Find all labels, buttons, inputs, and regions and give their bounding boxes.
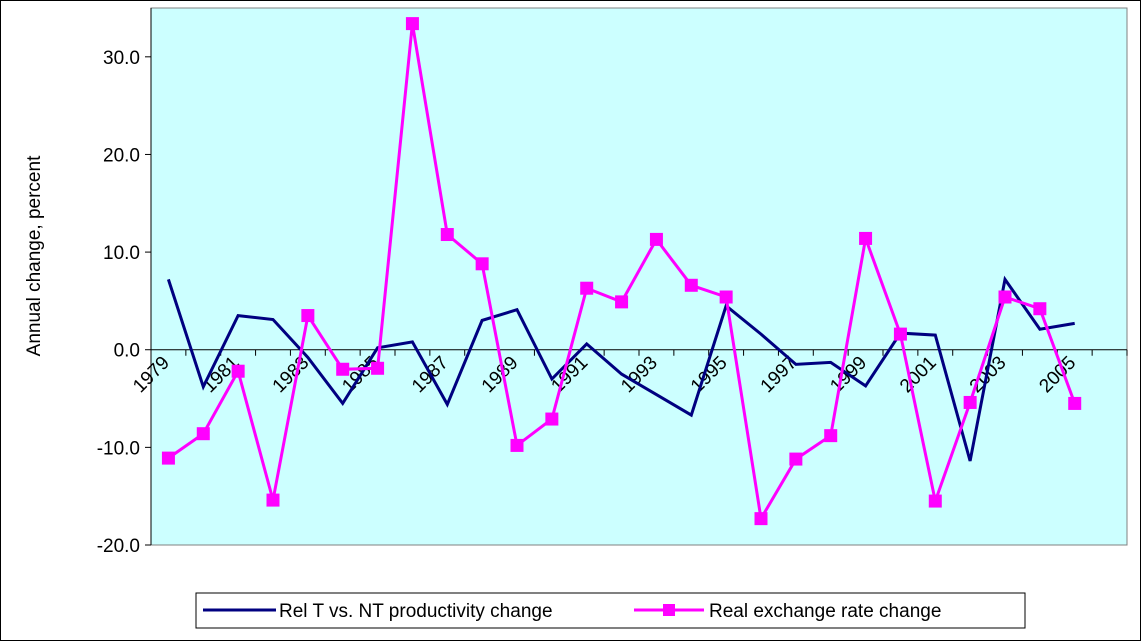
data-point: [1068, 396, 1082, 410]
data-point: [963, 395, 977, 409]
data-point: [231, 364, 245, 378]
data-point: [371, 361, 385, 375]
y-tick-label: 20.0: [103, 145, 140, 166]
y-tick-label: 30.0: [103, 48, 140, 69]
y-axis-label: Annual change, percent: [24, 155, 45, 356]
data-point: [580, 281, 594, 295]
series-exchange-rate: [161, 17, 1082, 526]
data-point: [789, 452, 803, 466]
legend-label-productivity: Rel T vs. NT productivity change: [279, 601, 553, 622]
series-productivity: [166, 275, 1075, 462]
data-point: [824, 429, 838, 443]
data-point: [336, 362, 350, 376]
legend-box: [195, 592, 1026, 629]
data-point: [859, 231, 873, 245]
data-point: [405, 17, 419, 31]
y-tick-label: -10.0: [97, 438, 140, 459]
legend-label-exchange-rate: Real exchange rate change: [709, 601, 941, 622]
data-point: [440, 228, 454, 242]
y-tick-label: 0.0: [114, 341, 140, 362]
data-point: [196, 427, 210, 441]
data-point: [928, 494, 942, 508]
legend: Rel T vs. NT productivity change Real ex…: [195, 592, 1026, 629]
plot-area: [150, 7, 1128, 546]
legend-marker-exchange-rate: [663, 604, 675, 616]
data-point: [301, 309, 315, 323]
data-point: [475, 257, 489, 271]
data-point: [545, 412, 559, 426]
data-point: [649, 232, 663, 246]
data-point: [684, 278, 698, 292]
y-tick-label: -20.0: [97, 536, 140, 557]
data-point: [893, 327, 907, 341]
data-point: [719, 290, 733, 304]
series-line: [166, 275, 1075, 462]
data-point: [1033, 302, 1047, 316]
data-point: [615, 295, 629, 309]
data-point: [754, 512, 768, 526]
data-point: [998, 290, 1012, 304]
data-point: [510, 438, 524, 452]
data-point: [266, 493, 280, 507]
y-tick-label: 10.0: [103, 243, 140, 264]
series-layer: [161, 17, 1082, 526]
data-point: [161, 451, 175, 465]
y-axis: -20.0 -10.0 0.0 10.0 20.0 30.0: [97, 8, 152, 557]
